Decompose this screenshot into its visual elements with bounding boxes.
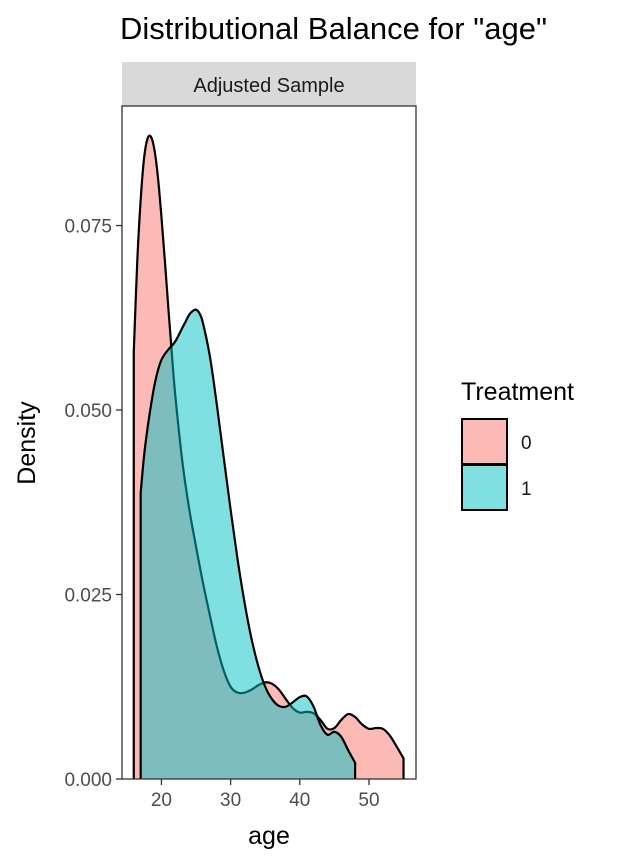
x-tick-label: 20 <box>151 790 172 811</box>
legend-key-0 <box>461 418 508 465</box>
x-axis: 20 30 40 50 <box>151 779 380 811</box>
x-tick-label: 30 <box>220 790 241 811</box>
legend-key-1 <box>461 464 508 511</box>
facet-strip-label: Adjusted Sample <box>193 75 344 97</box>
legend-title: Treatment <box>461 378 574 406</box>
legend: Treatment 0 1 <box>461 378 574 511</box>
legend-label-1: 1 <box>521 479 532 500</box>
x-axis-title: age <box>248 822 290 850</box>
y-tick-label: 0.075 <box>64 217 112 238</box>
x-tick-label: 40 <box>289 790 310 811</box>
facet-strip: Adjusted Sample <box>122 62 416 106</box>
y-axis: 0.000 0.025 0.050 0.075 <box>64 217 122 791</box>
y-tick-label: 0.050 <box>64 401 112 422</box>
y-tick-label: 0.000 <box>64 770 112 791</box>
density-area-1 <box>139 308 357 779</box>
legend-label-0: 0 <box>521 433 532 454</box>
legend-item-1: 1 <box>461 464 532 511</box>
y-axis-title: Density <box>13 401 41 485</box>
panel-border <box>121 105 417 780</box>
y-tick-label: 0.025 <box>64 586 112 607</box>
legend-item-0: 0 <box>461 418 532 465</box>
density-series <box>132 134 405 779</box>
x-tick-label: 50 <box>358 790 379 811</box>
chart-title: Distributional Balance for "age" <box>120 11 547 46</box>
